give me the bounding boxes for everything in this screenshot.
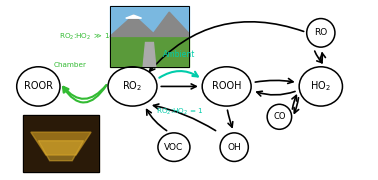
Bar	[23, 115, 99, 172]
Ellipse shape	[220, 133, 248, 161]
Text: RO$_2$:HO$_2$ $\gg$ 1: RO$_2$:HO$_2$ $\gg$ 1	[59, 31, 112, 42]
Bar	[110, 6, 189, 67]
Text: RO$_2$:HO$_2$ = 1: RO$_2$:HO$_2$ = 1	[156, 106, 203, 116]
Ellipse shape	[307, 19, 335, 47]
Polygon shape	[110, 12, 189, 36]
Polygon shape	[143, 42, 156, 67]
Ellipse shape	[267, 104, 291, 129]
Text: ROOH: ROOH	[212, 81, 242, 91]
Ellipse shape	[299, 67, 342, 106]
Ellipse shape	[158, 133, 190, 161]
Text: CO: CO	[273, 112, 286, 121]
Text: RO$_2$: RO$_2$	[122, 80, 143, 93]
Text: RO: RO	[314, 28, 327, 37]
Text: ROOR: ROOR	[24, 81, 53, 91]
Polygon shape	[38, 141, 84, 161]
Text: Ambient: Ambient	[163, 50, 196, 59]
Polygon shape	[126, 15, 141, 18]
Polygon shape	[31, 132, 91, 155]
Text: HO$_2$: HO$_2$	[310, 80, 331, 93]
Ellipse shape	[108, 67, 157, 106]
Bar	[23, 115, 99, 172]
Text: Chamber: Chamber	[54, 62, 87, 68]
Text: VOC: VOC	[164, 143, 184, 152]
Ellipse shape	[202, 67, 251, 106]
Text: OH: OH	[227, 143, 241, 152]
Bar	[110, 36, 189, 67]
Bar	[110, 6, 189, 36]
Ellipse shape	[17, 67, 60, 106]
